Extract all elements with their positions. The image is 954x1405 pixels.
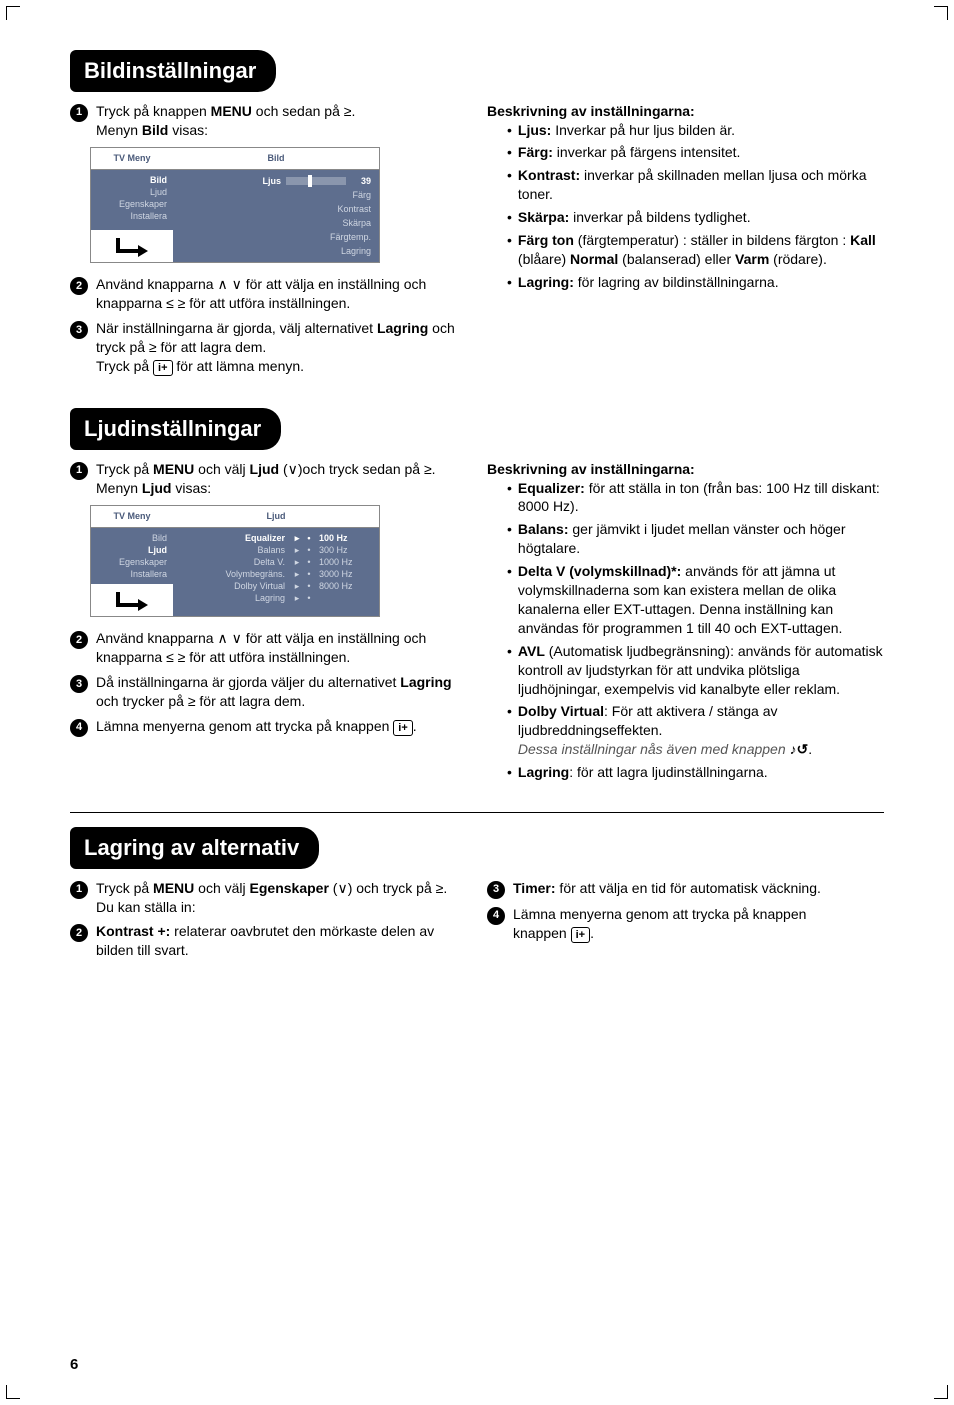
step-text: Då inställningarna är gjorda väljer du a… [96,673,467,711]
arrow-icon [112,590,152,610]
page-number: 6 [70,1355,78,1375]
step-number: 1 [70,462,88,480]
crop-mark [934,6,948,20]
right-column: Beskrivning av inställningarna: •Equaliz… [487,460,884,786]
step-number: 1 [70,104,88,122]
right-column: 3 Timer: för att välja en tid för automa… [487,879,884,967]
step-number: 2 [70,277,88,295]
step-text: Timer: för att välja en tid för automati… [513,879,821,899]
info-button-icon: i+ [571,927,590,943]
left-column: 1 Tryck på MENU och välj Ljud (∨)och try… [70,460,467,786]
step-number: 4 [487,907,505,925]
left-column: 1 Tryck på knappen MENU och sedan på ≥. … [70,102,467,382]
right-column: Beskrivning av inställningarna: •Ljus: I… [487,102,884,382]
slider-icon [286,177,346,185]
step-text: Kontrast +: relaterar oavbrutet den mörk… [96,922,467,960]
crop-mark [6,1385,20,1399]
divider [70,812,884,813]
step-text: Använd knapparna ∧ ∨ för att välja en in… [96,629,467,667]
section-title: Ljudinställningar [70,408,281,450]
step-number: 3 [487,881,505,899]
arrow-icon [112,236,152,256]
info-button-icon: i+ [153,360,172,376]
step-text: När inställningarna är gjorda, välj alte… [96,319,467,376]
step-number: 2 [70,631,88,649]
section-lagring: Lagring av alternativ 1 Tryck på MENU oc… [70,812,884,966]
step-text: Lämna menyerna genom att trycka på knapp… [513,905,806,943]
tv-menu-bild: TV Meny Bild Ljud Egenskaper Installera … [90,147,380,263]
step-text: Tryck på MENU och välj Egenskaper (∨) oc… [96,879,467,917]
crop-mark [934,1385,948,1399]
step-text: Tryck på MENU och välj Ljud (∨)och tryck… [96,460,467,498]
section-title: Bildinställningar [70,50,276,92]
surround-icon: ♪↺ [790,740,809,759]
crop-mark [6,6,20,20]
step-number: 2 [70,924,88,942]
step-number: 3 [70,675,88,693]
section-title: Lagring av alternativ [70,827,319,869]
section-bild: Bildinställningar 1 Tryck på knappen MEN… [70,50,884,382]
step-number: 3 [70,321,88,339]
step-text: Använd knapparna ∧ ∨ för att välja en in… [96,275,467,313]
subhead: Beskrivning av inställningarna: [487,460,884,479]
section-ljud: Ljudinställningar 1 Tryck på MENU och vä… [70,408,884,786]
step-text: Lämna menyerna genom att trycka på knapp… [96,717,417,737]
left-column: 1 Tryck på MENU och välj Egenskaper (∨) … [70,879,467,967]
tv-menu-ljud: TV Meny Bild Ljud Egenskaper Installera … [90,505,380,617]
step-text: Tryck på knappen MENU och sedan på ≥. Me… [96,102,355,140]
step-number: 1 [70,881,88,899]
subhead: Beskrivning av inställningarna: [487,102,884,121]
info-button-icon: i+ [393,720,412,736]
step-number: 4 [70,719,88,737]
